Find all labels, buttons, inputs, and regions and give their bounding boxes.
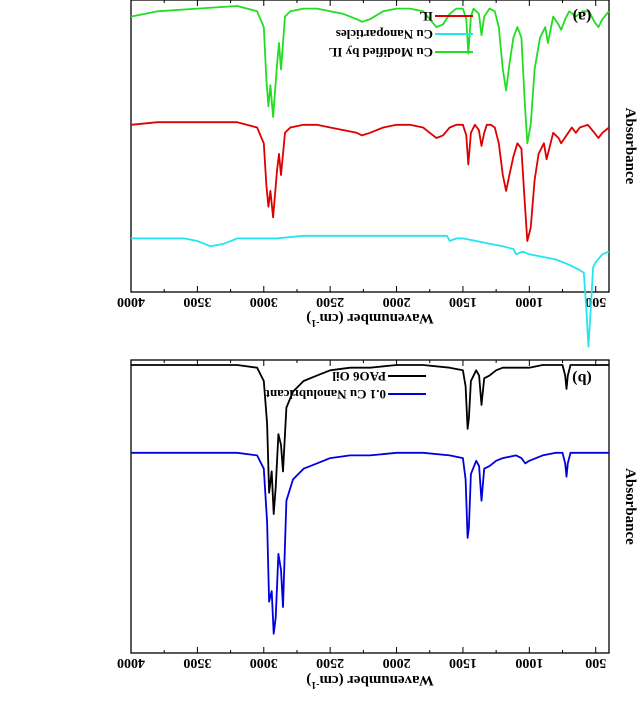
panel-b-series: [131, 364, 609, 635]
legend-label-0: IL: [419, 9, 433, 24]
x-tick-label: 2000: [383, 655, 411, 670]
x-axis-label-close: ): [306, 310, 311, 326]
x-axis-label-text: Wavenumber (cm: [319, 672, 434, 688]
panel-b-tag: (b): [572, 370, 592, 387]
x-tick-label: 1500: [449, 655, 477, 670]
legend-label-2: Cu Modified by IL: [328, 45, 433, 60]
panel-a-legend: IL Cu Nanoparticles Cu Modified by IL: [328, 9, 473, 60]
panel-b-xlabel: Wavenumber (cm-1): [306, 672, 434, 690]
x-tick-label: 2500: [316, 294, 344, 309]
panel-b-ylabel: Absorbance: [622, 468, 638, 545]
series-line-1: [131, 451, 609, 635]
x-tick-label: 500: [585, 655, 606, 670]
x-tick-label: 2000: [383, 294, 411, 309]
panel-b-legend: PAO6 Oil 0.1 Cu Nanolubricant: [265, 369, 426, 402]
x-tick-label: 3500: [183, 655, 211, 670]
x-tick-label: 500: [585, 294, 606, 309]
x-axis-label: Wavenumber (cm-1): [306, 672, 434, 690]
x-tick-label: 3000: [250, 655, 278, 670]
legend-label-1: 0.1 Cu Nanolubricant: [265, 387, 386, 402]
x-tick-label: 3500: [183, 294, 211, 309]
legend-label-1: Cu Nanoparticles: [336, 27, 433, 42]
x-tick-label: 4000: [117, 294, 145, 309]
x-tick-label: 2500: [316, 655, 344, 670]
series-line-0: [131, 364, 609, 515]
panel-a-ylabel: Absorbance: [622, 108, 638, 185]
panel-a-frame: [130, 0, 610, 293]
series-line-1: [131, 234, 610, 348]
series-line-2: [130, 5, 610, 145]
panel-b-ticks: [130, 360, 597, 653]
panel-b-frame: [130, 359, 610, 654]
panel-a: 4000 3500 3000 2500 2000 1500 1000 500 IL Cu Nan…: [117, 0, 638, 348]
x-axis-label-sup: -1: [311, 679, 319, 690]
panel-a-tick-labels: 4000 3500 3000 2500 2000 1500 1000 500: [117, 294, 606, 309]
legend-label-0: PAO6 Oil: [332, 369, 386, 384]
panel-a-ticks: [130, 0, 597, 292]
y-axis-label: Absorbance: [622, 468, 638, 545]
x-axis-label: Wavenumber (cm-1): [306, 310, 434, 328]
panel-a-series: [130, 5, 610, 348]
x-tick-label: 4000: [117, 655, 145, 670]
panel-a-xlabel: Wavenumber (cm-1): [306, 310, 434, 328]
x-axis-label-sup: -1: [311, 317, 319, 328]
x-axis-label-close: ): [306, 672, 311, 688]
panel-b-tick-labels: 4000 3500 3000 2500 2000 1500 1000 500: [117, 655, 606, 670]
x-axis-label-text: Wavenumber (cm: [319, 310, 434, 326]
x-tick-label: 3000: [250, 294, 278, 309]
panel-b: 4000 3500 3000 2500 2000 1500 1000 500 PAO6 Oil…: [117, 359, 638, 690]
x-tick-label: 1500: [449, 294, 477, 309]
x-tick-label: 1000: [515, 294, 543, 309]
panel-a-tag: (a): [573, 8, 592, 25]
y-axis-label: Absorbance: [622, 108, 638, 185]
x-tick-label: 1000: [515, 655, 543, 670]
series-line-0: [130, 121, 610, 242]
